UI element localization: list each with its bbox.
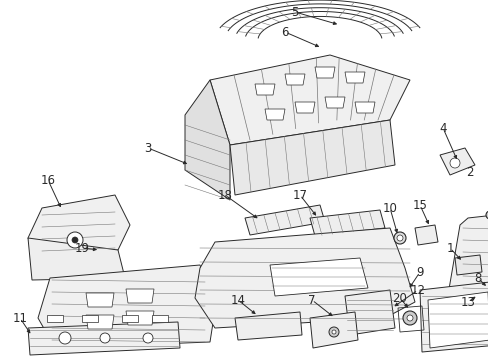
Polygon shape xyxy=(264,109,285,120)
Circle shape xyxy=(67,232,83,248)
Text: 9: 9 xyxy=(415,266,423,279)
Text: 4: 4 xyxy=(438,122,446,135)
Circle shape xyxy=(100,333,110,343)
Text: 1: 1 xyxy=(446,242,453,255)
Polygon shape xyxy=(309,210,384,236)
Circle shape xyxy=(142,333,153,343)
Text: 18: 18 xyxy=(217,189,232,202)
Polygon shape xyxy=(86,293,114,307)
Circle shape xyxy=(485,211,488,219)
Polygon shape xyxy=(235,312,302,340)
Polygon shape xyxy=(184,80,229,200)
Polygon shape xyxy=(314,67,334,78)
Text: 11: 11 xyxy=(13,311,27,324)
Circle shape xyxy=(402,311,416,325)
Polygon shape xyxy=(47,315,63,322)
Text: 8: 8 xyxy=(473,271,481,284)
Polygon shape xyxy=(294,102,314,113)
Polygon shape xyxy=(414,225,437,245)
Polygon shape xyxy=(82,315,98,322)
Text: 15: 15 xyxy=(412,198,427,212)
Polygon shape xyxy=(229,120,394,195)
Circle shape xyxy=(449,158,459,168)
Text: 6: 6 xyxy=(281,26,288,39)
Text: 2: 2 xyxy=(465,166,473,179)
Text: 3: 3 xyxy=(144,141,151,154)
Text: 5: 5 xyxy=(291,5,298,18)
Polygon shape xyxy=(122,315,138,322)
Polygon shape xyxy=(345,290,394,335)
Text: 19: 19 xyxy=(74,242,89,255)
Polygon shape xyxy=(427,292,488,348)
Circle shape xyxy=(331,330,335,334)
Text: 12: 12 xyxy=(409,284,425,297)
Circle shape xyxy=(396,235,402,241)
Polygon shape xyxy=(447,215,488,310)
Polygon shape xyxy=(86,315,114,329)
Circle shape xyxy=(406,315,412,321)
Polygon shape xyxy=(309,312,357,348)
Circle shape xyxy=(393,232,405,244)
Polygon shape xyxy=(419,282,488,352)
Text: 7: 7 xyxy=(307,293,315,306)
Circle shape xyxy=(59,332,71,344)
Polygon shape xyxy=(325,97,345,108)
Polygon shape xyxy=(209,55,409,145)
Circle shape xyxy=(72,237,78,243)
Polygon shape xyxy=(454,255,481,275)
Circle shape xyxy=(328,327,338,337)
Polygon shape xyxy=(152,315,168,322)
Polygon shape xyxy=(439,148,474,175)
Text: 16: 16 xyxy=(41,174,55,186)
Polygon shape xyxy=(28,322,180,355)
Polygon shape xyxy=(126,289,154,303)
Text: 17: 17 xyxy=(292,189,307,202)
Text: 10: 10 xyxy=(382,202,397,215)
Text: 13: 13 xyxy=(460,296,474,309)
Polygon shape xyxy=(354,102,374,113)
Polygon shape xyxy=(285,74,305,85)
Text: 20: 20 xyxy=(392,292,407,305)
Polygon shape xyxy=(269,258,367,296)
Polygon shape xyxy=(254,84,274,95)
Polygon shape xyxy=(244,205,325,235)
Polygon shape xyxy=(345,72,364,83)
Polygon shape xyxy=(126,311,154,325)
Text: 14: 14 xyxy=(230,293,245,306)
Polygon shape xyxy=(195,228,414,328)
Polygon shape xyxy=(38,265,215,348)
Polygon shape xyxy=(28,195,130,260)
Polygon shape xyxy=(28,238,125,280)
